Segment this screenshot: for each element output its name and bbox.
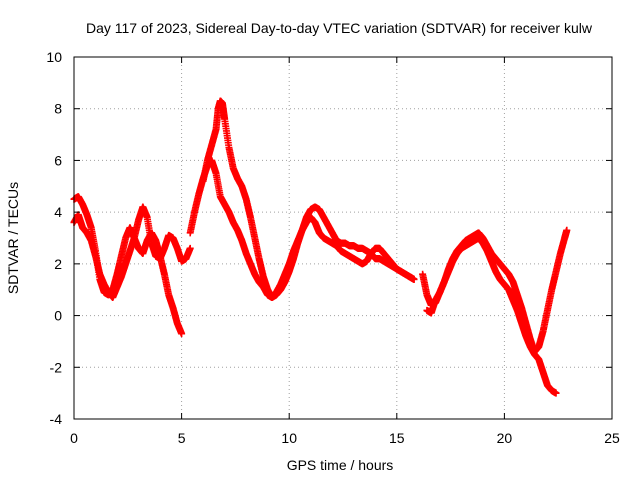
x-tick-labels: 0 5 10 15 20 25 [70,430,620,446]
series-sdtvar [70,97,571,397]
data-point [410,275,418,283]
y-tick-label: 2 [54,256,62,272]
y-tick-label: 6 [54,152,62,168]
x-tick-label: 20 [497,430,513,446]
x-tick-label: 0 [70,430,78,446]
x-tick-label: 15 [389,430,405,446]
x-tick-label: 10 [281,430,297,446]
data-points [70,97,571,397]
y-tick-labels: -4 -2 0 2 4 6 8 10 [46,49,62,427]
y-axis-label: SDTVAR / TECUs [5,182,21,294]
data-point [552,389,560,397]
chart-title: Day 117 of 2023, Sidereal Day-to-day VTE… [86,20,593,36]
data-point [186,244,194,252]
plot-frame [73,56,613,420]
grid-lines [74,57,612,419]
y-tick-label: -4 [50,411,63,427]
data-point [178,330,186,338]
x-tick-label: 5 [178,430,186,446]
x-axis-label: GPS time / hours [287,457,394,473]
y-tick-label: 10 [46,49,62,65]
axis-ticks [73,56,613,420]
x-tick-label: 25 [604,430,620,446]
data-point [563,226,571,234]
y-tick-label: -2 [50,359,63,375]
y-tick-label: 4 [54,204,62,220]
y-tick-label: 0 [54,308,62,324]
y-tick-label: 8 [54,101,62,117]
